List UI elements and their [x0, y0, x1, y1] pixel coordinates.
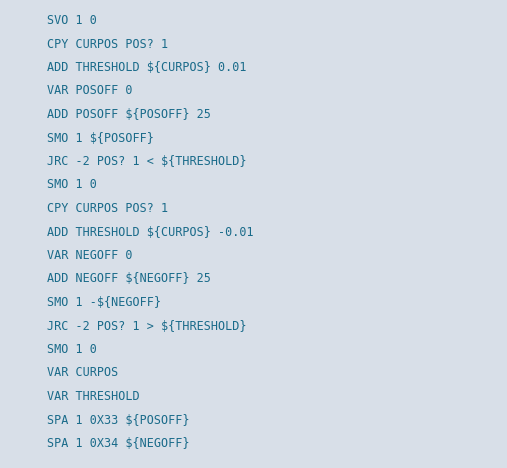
Text: VAR CURPOS: VAR CURPOS	[47, 366, 118, 380]
Text: ADD NEGOFF ${NEGOFF} 25: ADD NEGOFF ${NEGOFF} 25	[47, 272, 211, 285]
Text: VAR POSOFF 0: VAR POSOFF 0	[47, 85, 132, 97]
Text: ADD THRESHOLD ${CURPOS} 0.01: ADD THRESHOLD ${CURPOS} 0.01	[47, 61, 246, 74]
Text: ADD THRESHOLD ${CURPOS} -0.01: ADD THRESHOLD ${CURPOS} -0.01	[47, 226, 254, 239]
Text: SMO 1 -${NEGOFF}: SMO 1 -${NEGOFF}	[47, 296, 161, 309]
Text: SMO 1 ${POSOFF}: SMO 1 ${POSOFF}	[47, 132, 154, 145]
Text: JRC -2 POS? 1 < ${THRESHOLD}: JRC -2 POS? 1 < ${THRESHOLD}	[47, 155, 246, 168]
Text: SVO 1 0: SVO 1 0	[47, 14, 97, 27]
Text: CPY CURPOS POS? 1: CPY CURPOS POS? 1	[47, 37, 168, 51]
Text: ADD POSOFF ${POSOFF} 25: ADD POSOFF ${POSOFF} 25	[47, 108, 211, 121]
Text: JRC -2 POS? 1 > ${THRESHOLD}: JRC -2 POS? 1 > ${THRESHOLD}	[47, 320, 246, 332]
Text: SMO 1 0: SMO 1 0	[47, 343, 97, 356]
Text: SMO 1 0: SMO 1 0	[47, 178, 97, 191]
Text: SPA 1 0X33 ${POSOFF}: SPA 1 0X33 ${POSOFF}	[47, 414, 190, 426]
Text: VAR THRESHOLD: VAR THRESHOLD	[47, 390, 139, 403]
Text: CPY CURPOS POS? 1: CPY CURPOS POS? 1	[47, 202, 168, 215]
Text: SPA 1 0X34 ${NEGOFF}: SPA 1 0X34 ${NEGOFF}	[47, 437, 190, 450]
Text: VAR NEGOFF 0: VAR NEGOFF 0	[47, 249, 132, 262]
